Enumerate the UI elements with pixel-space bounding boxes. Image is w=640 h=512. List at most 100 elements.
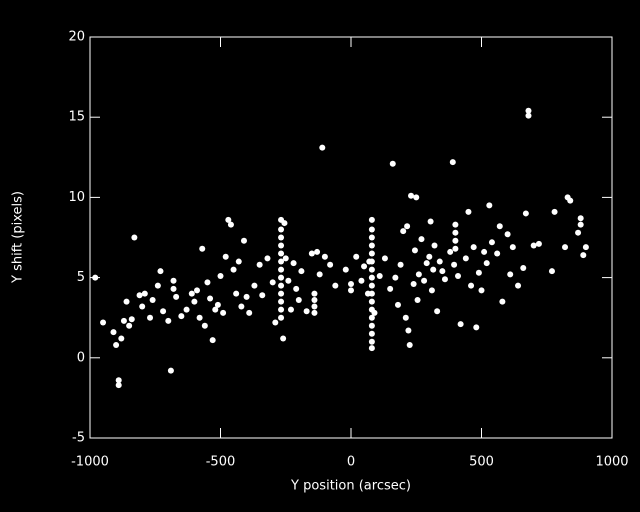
point <box>278 290 285 297</box>
point <box>405 327 412 334</box>
point <box>522 210 529 217</box>
point <box>436 258 443 265</box>
point <box>278 274 285 281</box>
point <box>178 313 185 320</box>
point <box>427 218 434 225</box>
point <box>280 335 287 342</box>
point <box>225 216 232 223</box>
point <box>368 322 375 329</box>
point <box>428 287 435 294</box>
point <box>238 303 245 310</box>
point <box>196 314 203 321</box>
point <box>160 308 167 315</box>
point <box>272 319 279 326</box>
point <box>348 281 354 288</box>
point <box>452 237 459 244</box>
point <box>481 248 488 255</box>
point <box>455 272 462 279</box>
point <box>582 244 589 251</box>
point <box>530 242 537 249</box>
point <box>548 268 555 275</box>
point <box>366 258 373 265</box>
point <box>165 317 172 324</box>
point <box>167 367 174 374</box>
x-tick-label: 1000 <box>595 455 628 470</box>
point <box>397 261 404 268</box>
point <box>415 271 422 278</box>
point <box>92 274 99 281</box>
point <box>120 317 127 324</box>
point <box>235 258 242 265</box>
point <box>468 282 475 289</box>
point <box>131 234 138 241</box>
point <box>154 282 161 289</box>
point <box>404 223 411 230</box>
point <box>214 301 221 308</box>
point <box>509 244 516 251</box>
point <box>327 261 334 268</box>
point <box>303 308 310 315</box>
point <box>147 314 154 321</box>
point <box>321 253 328 260</box>
point <box>394 301 401 308</box>
point <box>515 282 522 289</box>
x-tick-label: 0 <box>347 455 355 470</box>
point <box>551 208 558 215</box>
point <box>264 255 271 262</box>
point <box>368 298 375 305</box>
point <box>368 274 375 281</box>
point <box>342 266 349 273</box>
point <box>414 297 421 304</box>
point <box>281 220 288 227</box>
point <box>368 338 375 345</box>
point <box>217 272 224 279</box>
point <box>567 197 574 204</box>
point <box>426 253 433 260</box>
point <box>520 264 527 271</box>
point <box>230 266 237 273</box>
point <box>115 382 122 389</box>
point <box>170 277 177 284</box>
point <box>488 239 495 246</box>
point <box>441 276 448 283</box>
point <box>170 285 177 292</box>
point <box>290 260 297 267</box>
point <box>141 290 148 297</box>
point <box>311 303 318 310</box>
point <box>293 285 300 292</box>
point <box>251 282 258 289</box>
point <box>577 221 584 228</box>
point <box>364 290 371 297</box>
point <box>246 309 253 316</box>
point <box>308 250 315 257</box>
point <box>204 279 211 286</box>
point <box>256 261 263 268</box>
x-tick-label: -500 <box>206 455 236 470</box>
x-tick-label: -1000 <box>71 455 109 470</box>
point <box>123 298 130 305</box>
point <box>100 319 107 326</box>
point <box>311 309 318 316</box>
point <box>381 255 388 262</box>
point <box>368 330 375 337</box>
y-tick-label: 15 <box>68 110 85 125</box>
point <box>562 244 569 251</box>
point <box>410 281 417 288</box>
point <box>113 341 120 348</box>
point <box>475 269 482 276</box>
point <box>298 268 305 275</box>
point <box>431 242 438 249</box>
point <box>418 236 425 243</box>
point <box>295 297 302 304</box>
point <box>473 324 480 331</box>
point <box>462 255 469 262</box>
point <box>368 216 375 223</box>
point <box>389 160 396 167</box>
point <box>316 271 323 278</box>
point <box>285 277 292 284</box>
point <box>319 144 326 151</box>
y-tick-label: 5 <box>77 270 85 285</box>
